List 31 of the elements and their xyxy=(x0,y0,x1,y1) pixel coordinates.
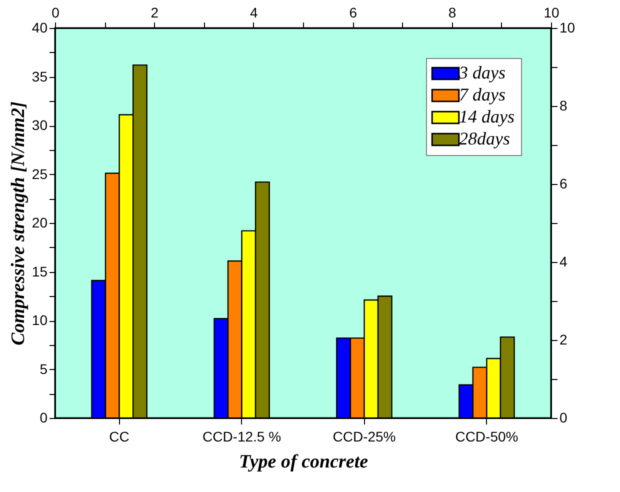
y-tick-label: 40 xyxy=(32,20,48,36)
y-tick-label: 20 xyxy=(32,214,48,230)
y2-tick-label: 0 xyxy=(560,410,568,426)
y-tick-label: 25 xyxy=(32,166,48,182)
y-tick-label: 30 xyxy=(32,117,48,133)
x-tick-label: CCD-12.5 % xyxy=(202,428,282,444)
x-tick-label: CC xyxy=(109,428,130,444)
x2-tick-label: 0 xyxy=(52,4,60,20)
y2-tick-label: 10 xyxy=(560,20,576,36)
y-tick-label: 5 xyxy=(40,360,48,377)
x-tick-label: CCD-25% xyxy=(332,428,396,444)
y2-tick-label: 6 xyxy=(560,176,568,192)
y-tick-label: 15 xyxy=(32,263,48,280)
x2-tick-label: 4 xyxy=(250,4,258,20)
x2-tick-label: 8 xyxy=(448,4,456,20)
legend-label: 7 days xyxy=(459,84,506,104)
y-tick-label: 35 xyxy=(32,68,48,84)
x-tick-label: CCD-50% xyxy=(455,428,518,444)
y-tick-label: 10 xyxy=(32,312,48,328)
y2-tick-label: 8 xyxy=(560,98,568,114)
y2-tick-label: 2 xyxy=(560,332,568,348)
legend-label: 14 days xyxy=(459,106,514,126)
legend-label: 3 days xyxy=(458,62,506,82)
x2-tick-label: 2 xyxy=(150,4,159,20)
x2-tick-label: 6 xyxy=(349,4,358,20)
x2-tick-label: 10 xyxy=(544,4,560,20)
x-axis-title: Type of concrete xyxy=(238,452,369,472)
y-axis-title: Compressive strength [N/mm2] xyxy=(8,102,29,346)
y2-tick-label: 4 xyxy=(560,254,568,270)
legend-label: 28days xyxy=(459,128,510,148)
y-tick-label: 0 xyxy=(40,410,48,426)
